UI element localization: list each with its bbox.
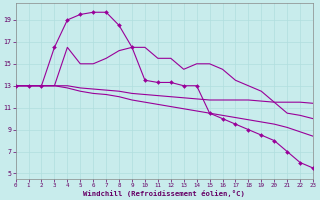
X-axis label: Windchill (Refroidissement éolien,°C): Windchill (Refroidissement éolien,°C) (84, 190, 245, 197)
